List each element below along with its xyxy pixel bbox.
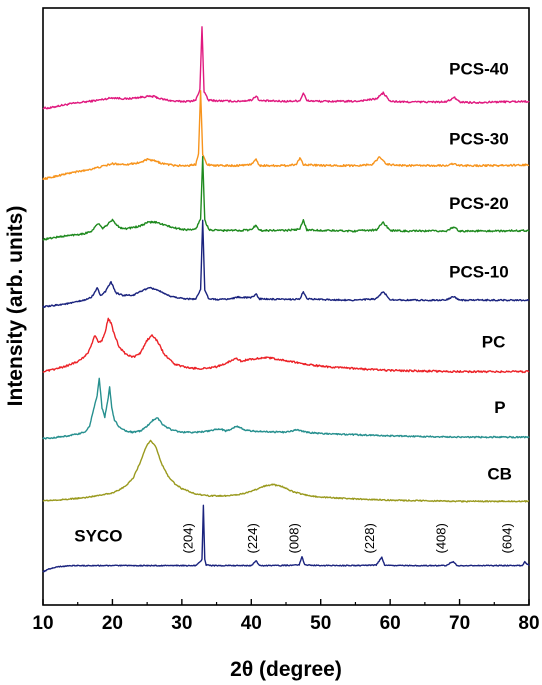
peak-label-408: (408) — [434, 523, 449, 553]
peak-label-008: (008) — [287, 523, 302, 553]
x-tick-label: 30 — [171, 613, 192, 634]
peak-annotation-group: (204) (224) (008) (228) (408) (604) — [180, 523, 514, 553]
peak-label-604: (604) — [500, 523, 515, 553]
x-tick-label: 40 — [241, 613, 262, 634]
series-label-syco: SYCO — [74, 526, 122, 545]
series-group — [42, 26, 530, 573]
x-tick-label: 80 — [518, 613, 539, 634]
series-label-cb: CB — [487, 465, 512, 484]
series-line-pcs-20 — [42, 155, 530, 241]
x-tick-label: 70 — [449, 613, 470, 634]
x-tick-label: 20 — [102, 613, 123, 634]
peak-label-228: (228) — [362, 523, 377, 553]
series-label-group: PCS-40 PCS-30 PCS-20 PCS-10 PC P CB SYCO — [74, 60, 512, 546]
series-label-pcs-30: PCS-30 — [449, 129, 509, 148]
series-label-pcs-40: PCS-40 — [449, 60, 509, 79]
series-line-p — [42, 377, 530, 440]
series-label-pc: PC — [482, 332, 506, 351]
peak-label-204: (204) — [180, 523, 195, 553]
series-label-p: P — [494, 398, 505, 417]
series-line-pcs-10 — [42, 219, 530, 308]
x-tick-label: 60 — [380, 613, 401, 634]
series-line-pc — [42, 317, 530, 374]
peak-label-224: (224) — [245, 523, 260, 553]
x-tick-label: 10 — [32, 613, 53, 634]
x-tick-label: 50 — [310, 613, 331, 634]
x-axis-ticks: 10 20 30 40 50 60 70 80 — [32, 599, 540, 634]
series-line-pcs-30 — [42, 90, 530, 181]
series-label-pcs-20: PCS-20 — [449, 194, 509, 213]
series-line-cb — [42, 439, 530, 503]
series-label-pcs-10: PCS-10 — [449, 263, 509, 282]
series-line-pcs-40 — [42, 26, 530, 110]
series-line-syco — [42, 504, 530, 573]
y-axis-title: Intensity (arb. units) — [4, 206, 27, 407]
x-axis-title: 2θ (degree) — [230, 658, 342, 681]
